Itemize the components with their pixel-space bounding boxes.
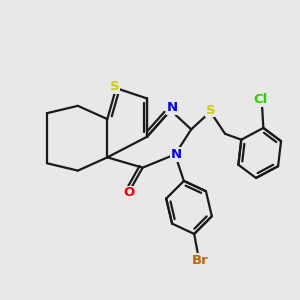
Text: N: N [171, 148, 182, 161]
Text: Cl: Cl [253, 93, 268, 106]
Text: S: S [206, 104, 215, 117]
Text: S: S [110, 80, 119, 93]
Text: Br: Br [192, 254, 208, 267]
Text: O: O [124, 186, 135, 199]
Text: N: N [167, 101, 178, 114]
